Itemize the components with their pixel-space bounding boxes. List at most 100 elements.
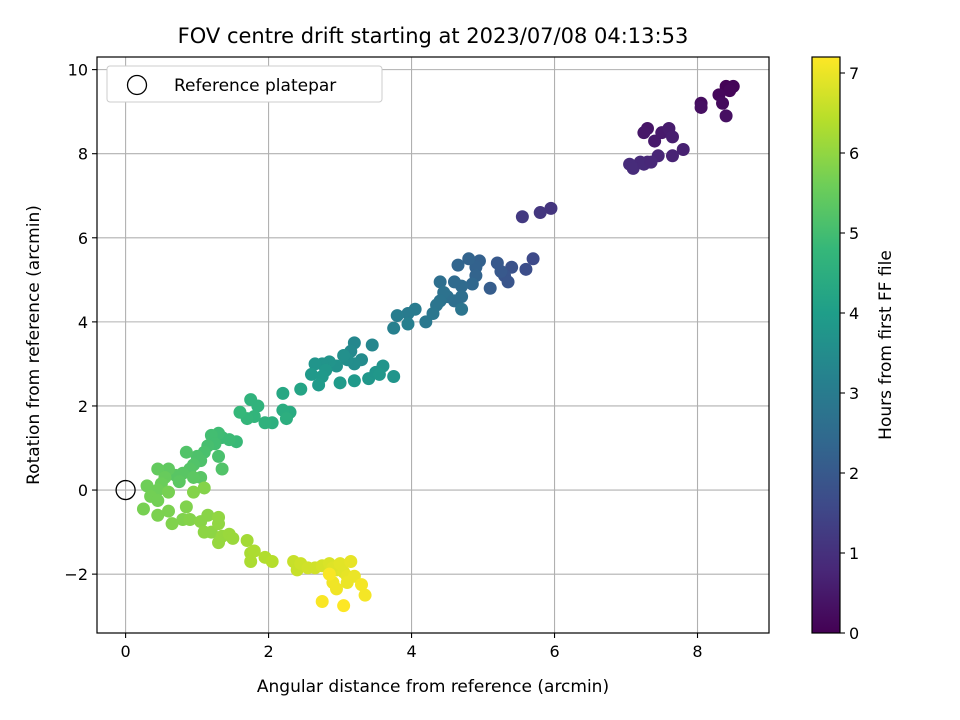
data-point bbox=[694, 100, 708, 114]
data-point bbox=[240, 534, 254, 548]
data-point bbox=[401, 317, 415, 331]
colorbar-ticks: 0 1 2 3 4 5 6 7 bbox=[840, 64, 859, 643]
data-point bbox=[723, 84, 737, 98]
data-point bbox=[387, 370, 401, 384]
data-point bbox=[665, 149, 679, 163]
x-tick-label: 0 bbox=[121, 642, 131, 661]
y-tick-label: 6 bbox=[78, 229, 88, 248]
colorbar-tick-label: 6 bbox=[849, 144, 859, 163]
x-tick-label: 2 bbox=[263, 642, 273, 661]
x-axis-label: Angular distance from reference (arcmin) bbox=[257, 677, 609, 697]
data-point bbox=[276, 386, 290, 400]
colorbar-tick-label: 3 bbox=[849, 384, 859, 403]
data-point bbox=[215, 462, 229, 476]
data-point bbox=[665, 130, 679, 144]
data-point bbox=[179, 445, 193, 459]
y-tick-label: 10 bbox=[68, 61, 88, 80]
data-point bbox=[544, 201, 558, 215]
data-point bbox=[197, 481, 211, 495]
data-point bbox=[247, 544, 261, 558]
y-axis-label: Rotation from reference (arcmin) bbox=[24, 205, 44, 485]
y-tick-label: 0 bbox=[78, 481, 88, 500]
colorbar-tick-label: 7 bbox=[849, 64, 859, 83]
data-point bbox=[161, 504, 175, 518]
data-point bbox=[626, 161, 640, 175]
data-point bbox=[465, 277, 479, 291]
data-point bbox=[719, 109, 733, 123]
y-tick-label: 2 bbox=[78, 397, 88, 416]
data-point bbox=[151, 508, 165, 522]
data-point bbox=[322, 567, 336, 581]
data-point bbox=[501, 275, 515, 289]
data-point bbox=[212, 449, 226, 463]
data-point bbox=[265, 555, 279, 569]
colorbar-tick-label: 0 bbox=[849, 624, 859, 643]
colorbar-tick-label: 5 bbox=[849, 224, 859, 243]
y-tick-label: 4 bbox=[78, 313, 88, 332]
x-tick-label: 6 bbox=[549, 642, 559, 661]
data-point bbox=[172, 475, 186, 489]
colorbar-tick-label: 1 bbox=[849, 544, 859, 563]
data-point bbox=[483, 281, 497, 295]
data-point bbox=[355, 578, 369, 592]
data-point bbox=[294, 382, 308, 396]
chart-title: FOV centre drift starting at 2023/07/08 … bbox=[178, 24, 689, 48]
data-point bbox=[187, 470, 201, 484]
data-point bbox=[201, 508, 215, 522]
data-point bbox=[233, 405, 247, 419]
data-point bbox=[161, 485, 175, 499]
y-tick-label: −2 bbox=[64, 565, 88, 584]
data-point bbox=[462, 252, 476, 266]
data-point bbox=[347, 374, 361, 388]
x-tick-label: 4 bbox=[406, 642, 416, 661]
data-point bbox=[165, 517, 179, 531]
legend: Reference platepar bbox=[106, 65, 383, 103]
colorbar-label: Hours from first FF file bbox=[876, 250, 896, 440]
data-point bbox=[490, 256, 504, 270]
data-point bbox=[515, 210, 529, 224]
legend-entry-reference: Reference platepar bbox=[174, 76, 336, 96]
colorbar: 0 1 2 3 4 5 6 7 Hours from first FF file bbox=[811, 56, 896, 643]
reference-platepar-marker bbox=[115, 479, 136, 501]
data-point bbox=[187, 485, 201, 499]
data-point bbox=[447, 275, 461, 289]
data-point bbox=[526, 252, 540, 266]
data-point bbox=[340, 576, 354, 590]
data-point bbox=[212, 510, 226, 524]
y-tick-label: 8 bbox=[78, 145, 88, 164]
data-point bbox=[433, 275, 447, 289]
data-point bbox=[358, 588, 372, 602]
data-point bbox=[344, 555, 358, 569]
data-point bbox=[333, 376, 347, 390]
data-point bbox=[151, 494, 165, 508]
data-points bbox=[136, 79, 740, 613]
y-axis-ticks: −2 0 2 4 6 8 10 bbox=[64, 61, 97, 584]
data-point bbox=[676, 142, 690, 156]
data-point bbox=[390, 309, 404, 323]
data-point bbox=[372, 367, 386, 381]
data-point bbox=[226, 531, 240, 545]
data-point bbox=[304, 367, 318, 381]
data-point bbox=[279, 412, 293, 426]
data-point bbox=[387, 321, 401, 335]
data-point bbox=[308, 357, 322, 371]
data-point bbox=[183, 512, 197, 526]
plot-frame bbox=[96, 56, 770, 634]
data-point bbox=[315, 594, 329, 608]
data-point bbox=[637, 126, 651, 140]
x-tick-label: 8 bbox=[692, 642, 702, 661]
data-point bbox=[419, 315, 433, 329]
data-point bbox=[179, 500, 193, 514]
legend-marker-icon bbox=[126, 74, 148, 96]
data-point bbox=[455, 302, 469, 316]
x-axis-ticks: 0 2 4 6 8 bbox=[121, 633, 703, 661]
data-point bbox=[519, 262, 533, 276]
data-point bbox=[312, 378, 326, 392]
data-point bbox=[644, 155, 658, 169]
colorbar-gradient bbox=[811, 56, 841, 634]
colorbar-tick-label: 4 bbox=[849, 304, 859, 323]
data-point bbox=[533, 206, 547, 220]
data-point bbox=[451, 258, 465, 272]
data-point bbox=[329, 582, 343, 596]
